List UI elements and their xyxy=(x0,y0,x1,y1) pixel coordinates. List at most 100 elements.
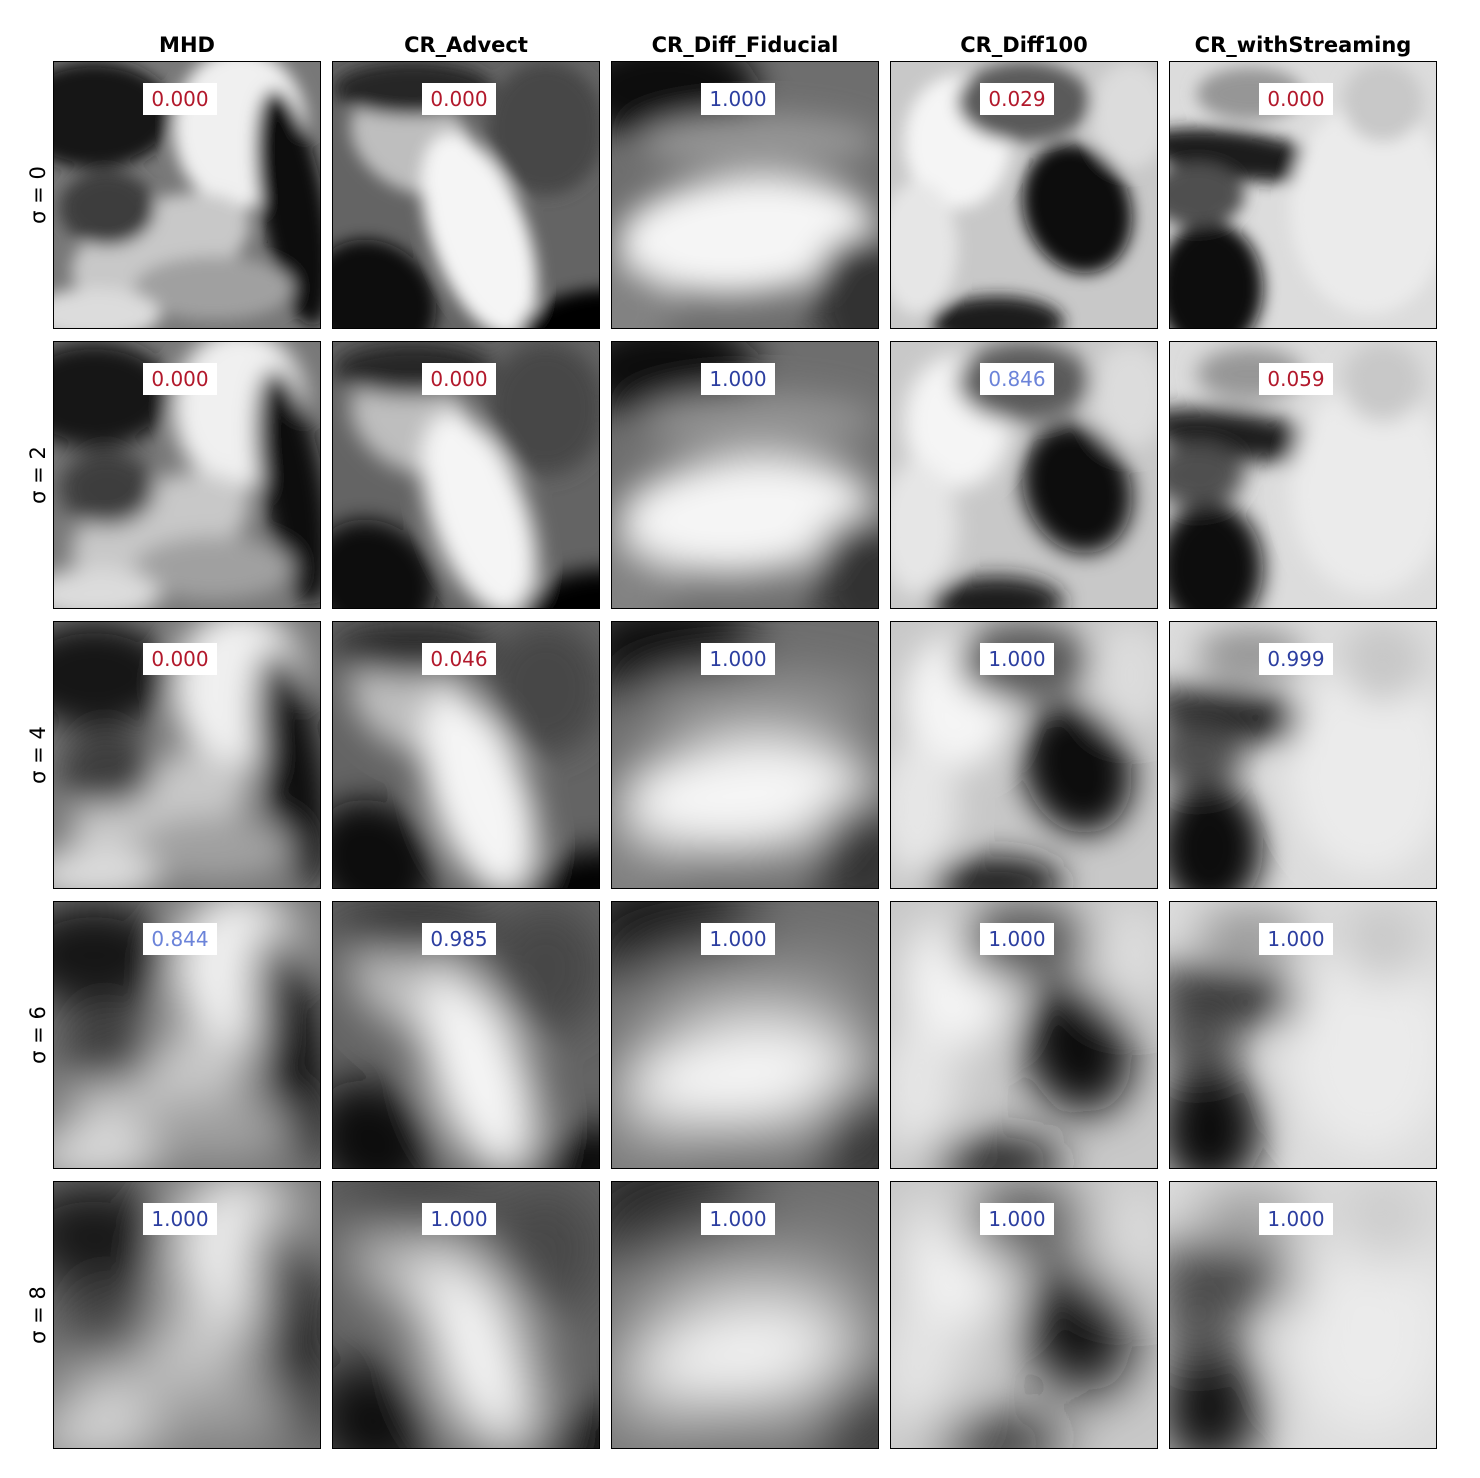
intensity-blob xyxy=(617,1015,873,1135)
intensity-blob xyxy=(930,1136,1064,1168)
score-label: 1.000 xyxy=(980,1203,1054,1235)
intensity-blob xyxy=(891,461,958,595)
intensity-blob xyxy=(333,519,437,608)
intensity-blob xyxy=(811,794,878,888)
intensity-blob xyxy=(421,133,538,328)
intensity-blob xyxy=(1090,622,1157,729)
column-title-cr-withstreaming: CR_withStreaming xyxy=(1194,33,1412,57)
intensity-blob xyxy=(519,849,599,888)
intensity-blob xyxy=(255,650,320,887)
score-label: 0.846 xyxy=(980,363,1054,395)
intensity-blob xyxy=(1289,381,1436,595)
intensity-blob xyxy=(133,816,294,881)
score-label: 0.999 xyxy=(1259,643,1333,675)
intensity-blob xyxy=(1170,1283,1245,1347)
intensity-blob xyxy=(1289,661,1436,875)
score-label: 1.000 xyxy=(701,83,775,115)
image-panel: 1.000 xyxy=(53,1181,321,1449)
intensity-blob xyxy=(930,296,1064,328)
image-panel: 0.000 xyxy=(332,341,600,609)
image-panel: 0.985 xyxy=(332,901,600,1169)
image-panel: 0.846 xyxy=(890,341,1158,609)
intensity-blob xyxy=(1170,1061,1264,1168)
intensity-blob xyxy=(811,1354,878,1448)
intensity-blob xyxy=(421,693,538,888)
intensity-blob xyxy=(1289,1221,1436,1435)
score-label: 1.000 xyxy=(701,363,775,395)
intensity-blob xyxy=(487,62,599,195)
intensity-blob xyxy=(255,1210,320,1447)
intensity-blob xyxy=(255,930,320,1167)
intensity-blob xyxy=(617,1295,873,1415)
intensity-blob xyxy=(1170,1341,1264,1448)
intensity-blob xyxy=(421,973,538,1168)
intensity-blob xyxy=(487,902,599,1035)
greyscale-map xyxy=(612,622,878,888)
greyscale-map xyxy=(1170,62,1436,328)
image-panel: 0.000 xyxy=(332,61,600,329)
image-panel: 1.000 xyxy=(611,61,879,329)
intensity-blob xyxy=(54,288,161,328)
intensity-blob xyxy=(1170,1003,1245,1067)
score-label: 0.000 xyxy=(1259,83,1333,115)
score-label: 0.985 xyxy=(422,923,496,955)
intensity-blob xyxy=(59,171,156,246)
intensity-blob xyxy=(133,536,294,601)
greyscale-map xyxy=(1170,622,1436,888)
intensity-blob xyxy=(519,1129,599,1168)
intensity-blob xyxy=(59,1011,156,1086)
score-label: 0.059 xyxy=(1259,363,1333,395)
intensity-blob xyxy=(1170,443,1245,507)
image-panel: 1.000 xyxy=(611,1181,879,1449)
score-label: 1.000 xyxy=(143,1203,217,1235)
score-label: 1.000 xyxy=(980,643,1054,675)
score-label: 1.000 xyxy=(1259,1203,1333,1235)
score-label: 0.000 xyxy=(143,83,217,115)
intensity-blob xyxy=(1022,423,1133,554)
intensity-blob xyxy=(1170,221,1264,328)
row-label-text: σ = 6 xyxy=(26,1006,50,1064)
intensity-blob xyxy=(133,1096,294,1161)
intensity-blob xyxy=(638,1235,878,1289)
intensity-blob xyxy=(333,1079,437,1168)
greyscale-map xyxy=(333,62,599,328)
image-panel: 0.059 xyxy=(1169,341,1437,609)
intensity-blob xyxy=(811,234,878,328)
image-panel: 1.000 xyxy=(611,901,879,1169)
column-title-cr-diff-fiducial: CR_Diff_Fiducial xyxy=(651,33,839,57)
score-label: 0.000 xyxy=(143,643,217,675)
intensity-blob xyxy=(1022,1263,1133,1394)
greyscale-map xyxy=(612,342,878,608)
intensity-blob xyxy=(1170,163,1245,227)
intensity-blob xyxy=(59,731,156,806)
intensity-blob xyxy=(421,413,538,608)
intensity-blob xyxy=(891,741,958,875)
image-panel: 0.029 xyxy=(890,61,1158,329)
intensity-blob xyxy=(1170,781,1264,888)
intensity-blob xyxy=(54,1128,161,1168)
image-panel: 1.000 xyxy=(611,621,879,889)
intensity-blob xyxy=(638,395,878,449)
intensity-blob xyxy=(333,239,437,328)
intensity-blob xyxy=(811,1074,878,1168)
score-label: 1.000 xyxy=(422,1203,496,1235)
intensity-blob xyxy=(891,181,958,315)
score-label: 0.046 xyxy=(422,643,496,675)
score-label: 1.000 xyxy=(980,923,1054,955)
image-panel: 0.046 xyxy=(332,621,600,889)
image-panel: 1.000 xyxy=(890,1181,1158,1449)
intensity-blob xyxy=(612,1386,674,1448)
intensity-blob xyxy=(1289,941,1436,1155)
intensity-blob xyxy=(487,622,599,755)
intensity-blob xyxy=(333,799,437,888)
intensity-blob xyxy=(487,1182,599,1315)
intensity-blob xyxy=(638,675,878,729)
column-title-cr-advect: CR_Advect xyxy=(404,33,528,57)
score-label: 0.000 xyxy=(422,363,496,395)
intensity-blob xyxy=(930,1416,1064,1448)
intensity-blob xyxy=(612,826,674,888)
intensity-blob xyxy=(617,175,873,295)
intensity-blob xyxy=(612,266,674,328)
intensity-blob xyxy=(638,115,878,169)
